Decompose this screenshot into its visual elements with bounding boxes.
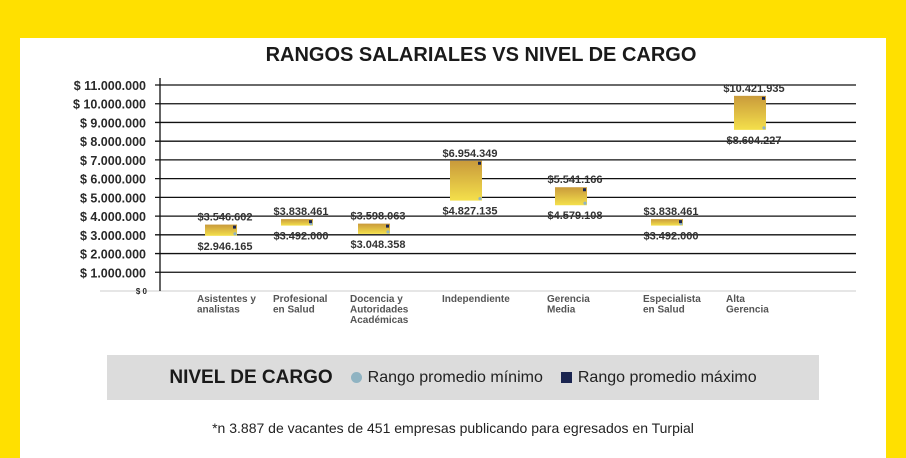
range-chart: RANGOS SALARIALES VS NIVEL DE CARGO $ 0$… xyxy=(73,44,856,326)
category-label-line: Alta xyxy=(726,294,745,305)
min-value-label: $4.827.135 xyxy=(442,206,497,218)
y-tick-label: $ 6.000.000 xyxy=(80,173,146,187)
legend-item-max: Rango promedio máximo xyxy=(560,368,757,387)
max-marker xyxy=(762,96,765,100)
category-label-line: en Salud xyxy=(643,305,685,316)
y-tick-label: $ 5.000.000 xyxy=(80,191,146,205)
range-bar xyxy=(734,95,766,130)
min-value-label: $3.048.358 xyxy=(350,239,405,251)
category-label-line: Profesional xyxy=(273,294,328,305)
min-marker xyxy=(583,201,587,205)
legend: NIVEL DE CARGO Rango promedio mínimo Ran… xyxy=(107,355,819,400)
category-label: Gerencia Media xyxy=(547,294,590,316)
category-label: Especialista en Salud xyxy=(643,294,701,316)
range-bar xyxy=(281,219,313,226)
y-tick-label: $ 11.000.000 xyxy=(74,79,146,93)
min-marker xyxy=(386,230,390,234)
range-bar xyxy=(555,187,587,206)
range-bar xyxy=(450,160,482,201)
category-label-line: Autoridades xyxy=(350,305,409,316)
category-label-line: Académicas xyxy=(350,315,409,326)
category-label-line: Asistentes y xyxy=(197,294,256,305)
min-value-label: $8.604.227 xyxy=(726,135,781,147)
max-marker xyxy=(583,188,586,192)
min-marker xyxy=(762,126,766,130)
category-label-line: Especialista xyxy=(643,294,701,305)
y-tick-label: $ 10.000.000 xyxy=(73,98,146,112)
category-label: Independiente xyxy=(442,294,510,305)
chart-title: RANGOS SALARIALES VS NIVEL DE CARGO xyxy=(266,44,697,66)
max-value-label: $6.954.349 xyxy=(442,148,497,160)
category-label-line: Docencia y xyxy=(350,294,403,305)
y-tick-label: $ 0 xyxy=(136,287,148,296)
max-marker xyxy=(478,161,481,165)
range-bar xyxy=(651,219,683,226)
y-tick-label: $ 8.000.000 xyxy=(80,135,146,149)
category-label: Profesional en Salud xyxy=(273,294,328,316)
footnote: *n 3.887 de vacantes de 451 empresas pub… xyxy=(212,420,694,436)
min-value-label: $3.492.000 xyxy=(273,231,328,243)
y-tick-label: $ 9.000.000 xyxy=(80,116,146,130)
legend-min-label: Rango promedio mínimo xyxy=(367,368,543,386)
min-value-label: $3.492.000 xyxy=(643,231,698,243)
max-marker xyxy=(386,224,389,228)
max-value-label: $3.838.461 xyxy=(273,206,328,218)
max-marker xyxy=(233,225,236,229)
min-marker xyxy=(478,197,482,201)
y-tick-label: $ 1.000.000 xyxy=(80,266,146,280)
legend-max-label: Rango promedio máximo xyxy=(577,368,757,386)
legend-title: NIVEL DE CARGO xyxy=(169,366,333,388)
category-label: Asistentes y analistas xyxy=(197,294,256,316)
category-label-line: Gerencia xyxy=(547,294,590,305)
max-marker-icon xyxy=(560,372,572,383)
min-marker-icon xyxy=(350,372,362,383)
max-value-label: $3.598.063 xyxy=(350,211,405,223)
y-tick-label: $ 2.000.000 xyxy=(80,248,146,262)
range-bar xyxy=(205,224,237,236)
legend-item-min: Rango promedio mínimo xyxy=(350,368,543,387)
category-label: Alta Gerencia xyxy=(726,294,769,316)
category-label-line: Independiente xyxy=(442,294,510,305)
max-marker xyxy=(309,220,312,224)
max-value-label: $3.838.461 xyxy=(643,206,698,218)
y-tick-label: $ 7.000.000 xyxy=(80,154,146,168)
category-label-line: en Salud xyxy=(273,305,315,316)
min-value-label: $2.946.165 xyxy=(197,241,252,253)
category-label-line: Media xyxy=(547,305,576,316)
range-bars xyxy=(205,95,766,236)
y-tick-label: $ 3.000.000 xyxy=(80,229,146,243)
category-label-line: Gerencia xyxy=(726,305,769,316)
grid-lines xyxy=(100,84,856,292)
category-label: Docencia y Autoridades Académicas xyxy=(350,294,409,326)
max-value-label: $3.546.602 xyxy=(197,212,252,224)
min-value-label: $4.579.108 xyxy=(547,210,602,222)
max-value-label: $5.541.166 xyxy=(547,174,602,186)
category-label-line: analistas xyxy=(197,305,240,316)
value-labels: $3.546.602 $2.946.165 $3.838.461 $3.492.000… xyxy=(197,83,784,253)
y-tick-label: $ 4.000.000 xyxy=(80,210,146,224)
max-value-label: $10.421.935 xyxy=(723,83,784,95)
min-marker xyxy=(233,232,237,236)
range-bar xyxy=(358,223,390,234)
y-axis: $ 0 $ 1.000.000 $ 2.000.000 $ 3.000.000 $ 4.… xyxy=(73,78,161,296)
max-marker xyxy=(679,220,682,224)
